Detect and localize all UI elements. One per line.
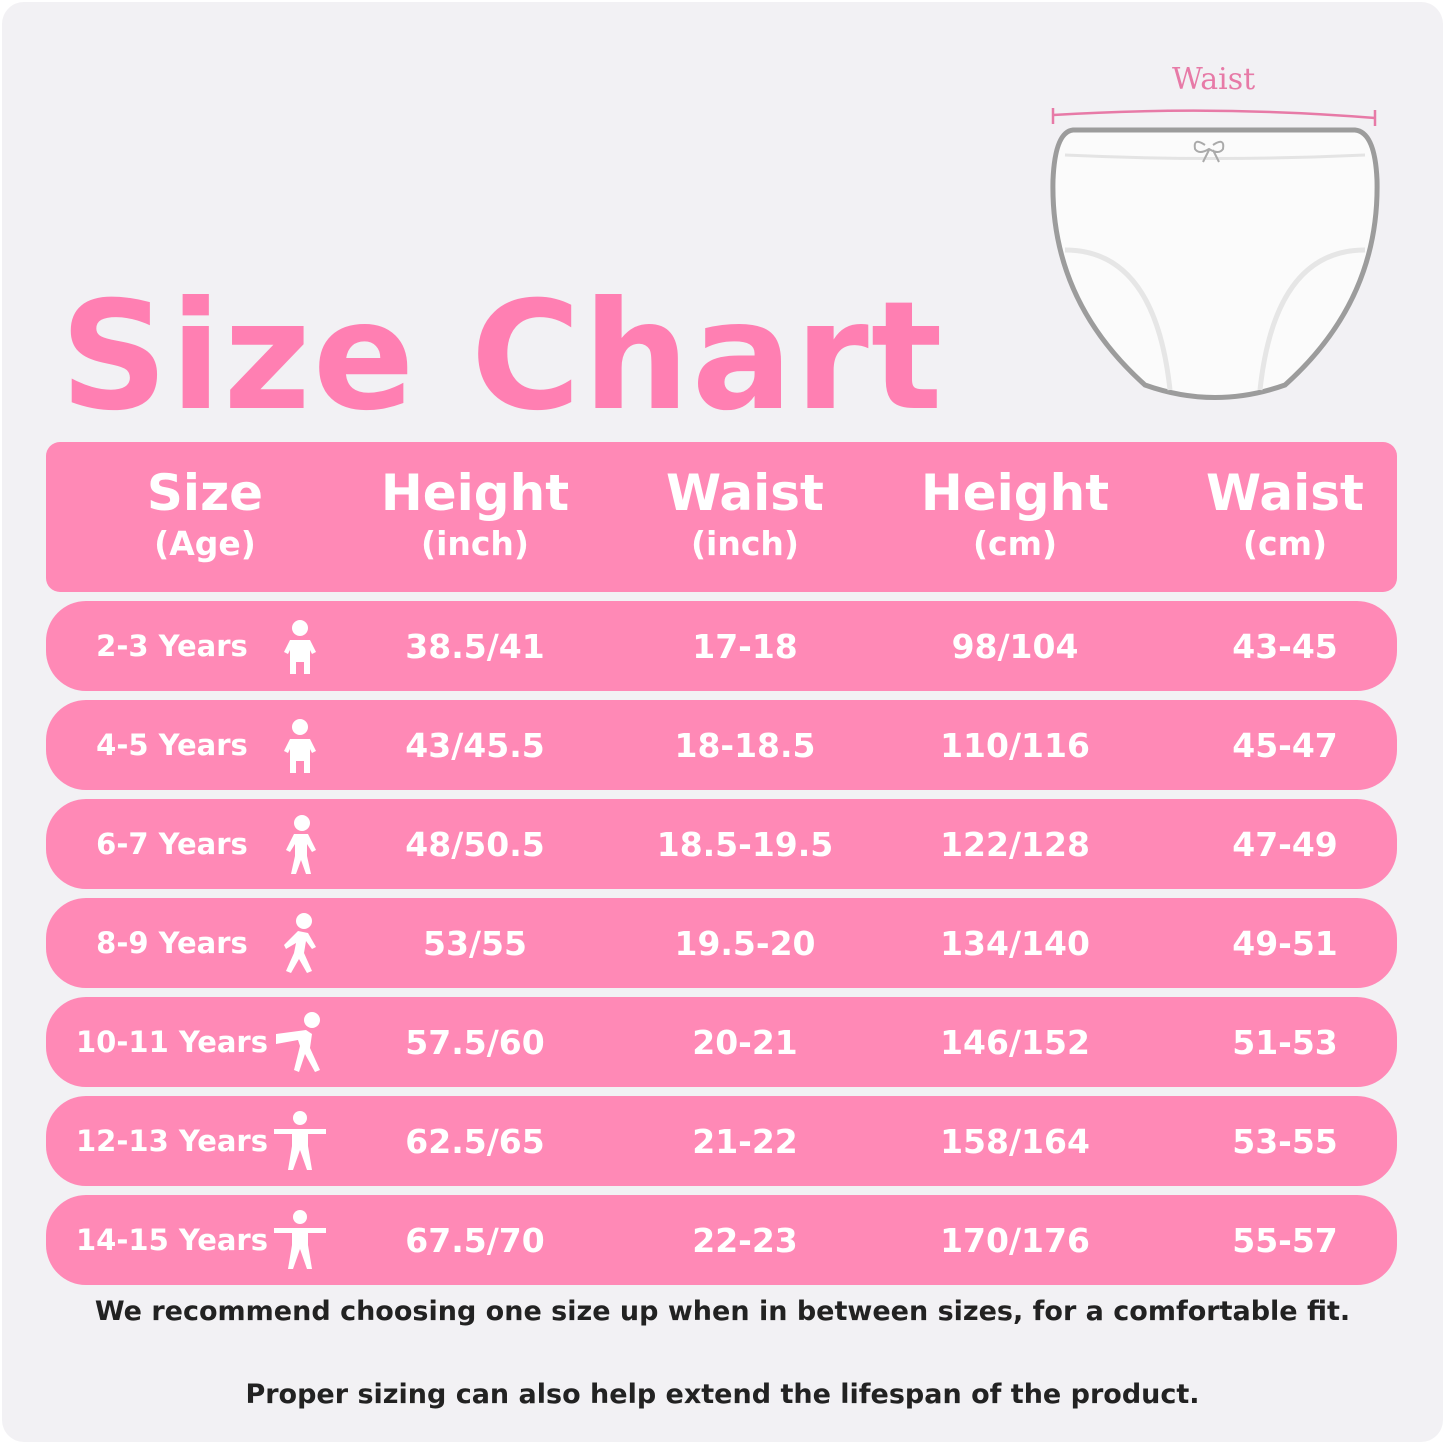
- table-row: 14-15 Years 67.5/70 22-23 170/176 55-57: [46, 1195, 1397, 1285]
- waist-in-cell: 20-21: [692, 1022, 798, 1062]
- size-cell: 14-15 Years: [76, 1223, 268, 1257]
- height-cm-cell: 98/104: [951, 626, 1079, 666]
- page-title: Size Chart: [60, 270, 945, 444]
- height-in-cell: 38.5/41: [405, 626, 545, 666]
- size-cell: 8-9 Years: [96, 926, 248, 960]
- header-height-cm: Height (cm): [920, 464, 1110, 563]
- table-row: 4-5 Years 43/45.5 18-18.5 110/116 45-47: [46, 700, 1397, 790]
- height-cm-cell: 110/116: [940, 725, 1090, 765]
- height-cm-cell: 134/140: [940, 923, 1090, 963]
- header-size: Size (Age): [146, 464, 264, 563]
- waist-in-cell: 21-22: [692, 1121, 798, 1161]
- height-cm-cell: 146/152: [940, 1022, 1090, 1062]
- lifespan-note: Proper sizing can also help extend the l…: [245, 1379, 1200, 1410]
- table-row: 12-13 Years 62.5/65 21-22 158/164 53-55: [46, 1096, 1397, 1186]
- size-cell: 12-13 Years: [76, 1124, 268, 1158]
- waist-cm-cell: 51-53: [1232, 1022, 1338, 1062]
- table-row: 2-3 Years 38.5/41 17-18 98/104 43-45: [46, 601, 1397, 691]
- waist-in-cell: 18-18.5: [674, 725, 816, 765]
- teen-icon: [274, 1210, 326, 1269]
- table-row: 10-11 Years 57.5/60 20-21 146/152 51-53: [46, 997, 1397, 1087]
- waist-in-cell: 17-18: [692, 626, 798, 666]
- table-row: 6-7 Years 48/50.5 18.5-19.5 122/128 47-49: [46, 799, 1397, 889]
- toddler-icon: [284, 719, 316, 773]
- height-in-cell: 62.5/65: [405, 1121, 545, 1161]
- size-cell: 6-7 Years: [96, 827, 248, 861]
- waist-in-cell: 22-23: [692, 1220, 798, 1260]
- size-cell: 4-5 Years: [96, 728, 248, 762]
- height-in-cell: 43/45.5: [405, 725, 545, 765]
- waist-cm-cell: 45-47: [1232, 725, 1338, 765]
- height-in-cell: 48/50.5: [405, 824, 545, 864]
- teen-icon: [274, 1111, 326, 1170]
- waist-in-cell: 19.5-20: [674, 923, 816, 963]
- waist-cm-cell: 55-57: [1232, 1220, 1338, 1260]
- height-cm-cell: 158/164: [940, 1121, 1090, 1161]
- waist-cm-cell: 53-55: [1232, 1121, 1338, 1161]
- child-dancing-icon: [276, 1012, 320, 1072]
- height-in-cell: 53/55: [423, 923, 527, 963]
- child-icon: [286, 815, 316, 874]
- table-row: 8-9 Years 53/55 19.5-20 134/140 49-51: [46, 898, 1397, 988]
- height-in-cell: 57.5/60: [405, 1022, 545, 1062]
- size-cell: 2-3 Years: [96, 629, 248, 663]
- waist-label: Waist: [1172, 62, 1256, 97]
- table-header: Size (Age) Height (inch) Waist (inch) Heigh…: [46, 442, 1397, 592]
- waist-cm-cell: 43-45: [1232, 626, 1338, 666]
- header-waist-cm: Waist (cm): [1206, 464, 1364, 563]
- toddler-icon: [284, 620, 316, 674]
- waist-cm-cell: 47-49: [1232, 824, 1338, 864]
- waist-in-cell: 18.5-19.5: [656, 824, 834, 864]
- header-waist-inch: Waist (inch): [666, 464, 824, 563]
- child-walking-icon: [284, 913, 316, 973]
- waist-cm-cell: 49-51: [1232, 923, 1338, 963]
- height-cm-cell: 122/128: [940, 824, 1090, 864]
- height-in-cell: 67.5/70: [405, 1220, 545, 1260]
- fit-note: We recommend choosing one size up when i…: [94, 1296, 1351, 1327]
- header-height-inch: Height (inch): [380, 464, 570, 563]
- height-cm-cell: 170/176: [940, 1220, 1090, 1260]
- underwear-diagram-icon: [1050, 108, 1380, 400]
- size-cell: 10-11 Years: [76, 1025, 268, 1059]
